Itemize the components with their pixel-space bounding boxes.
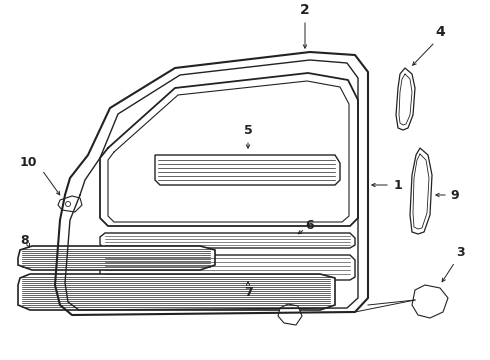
Text: 9: 9 — [451, 189, 459, 202]
Text: 3: 3 — [456, 246, 465, 258]
Circle shape — [66, 202, 71, 207]
Polygon shape — [410, 148, 432, 234]
Text: 5: 5 — [244, 123, 252, 136]
Polygon shape — [278, 304, 302, 325]
Text: 10: 10 — [19, 156, 37, 168]
Polygon shape — [155, 155, 340, 185]
Text: 8: 8 — [21, 234, 29, 247]
Text: 7: 7 — [244, 285, 252, 298]
Text: 1: 1 — [393, 179, 402, 192]
Polygon shape — [18, 246, 215, 270]
Polygon shape — [100, 233, 355, 248]
Text: 4: 4 — [435, 25, 445, 39]
Text: 6: 6 — [306, 219, 314, 231]
Polygon shape — [100, 255, 355, 280]
Polygon shape — [58, 196, 82, 212]
Text: 2: 2 — [300, 3, 310, 17]
Polygon shape — [396, 68, 415, 130]
Polygon shape — [412, 285, 448, 318]
Polygon shape — [18, 274, 335, 310]
